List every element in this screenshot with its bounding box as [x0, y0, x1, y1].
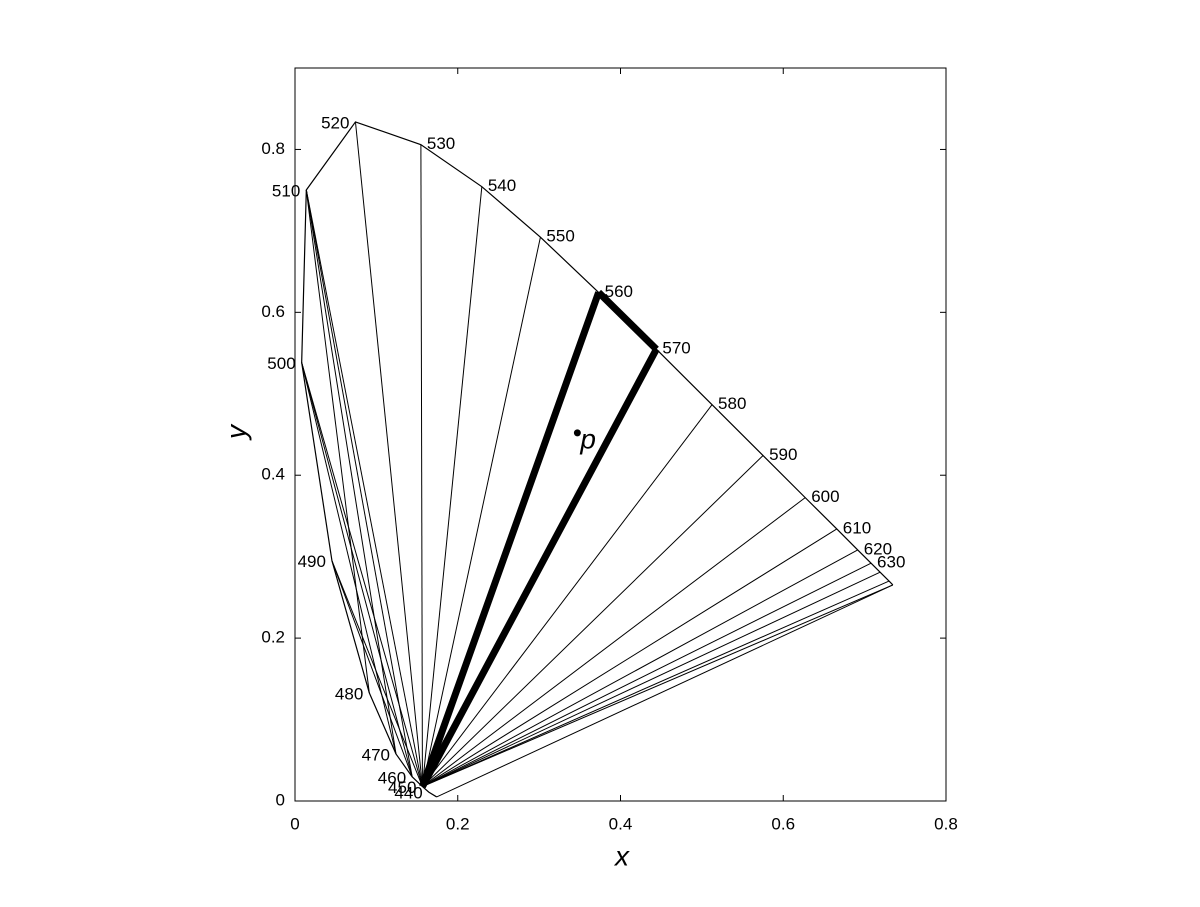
chord — [301, 362, 423, 787]
chord — [421, 186, 483, 787]
wavelength-label: 490 — [298, 552, 326, 571]
plot-frame — [294, 67, 947, 802]
chord — [422, 497, 806, 787]
chord — [422, 404, 713, 787]
chord — [422, 528, 838, 788]
point-label: p — [579, 423, 596, 454]
bold-chord — [419, 347, 660, 789]
y-tick-label: 0.2 — [261, 628, 285, 647]
chord — [421, 237, 541, 787]
wavelength-label: 500 — [267, 354, 295, 373]
chord — [422, 580, 890, 788]
y-tick-label: 0.8 — [261, 139, 285, 158]
x-tick-label: 0.4 — [609, 814, 633, 833]
y-tick-label: 0.4 — [261, 465, 285, 484]
x-tick-label: 0 — [290, 814, 299, 833]
purple-line — [436, 584, 894, 798]
chord — [305, 189, 413, 777]
wavelength-label: 460 — [378, 768, 406, 787]
wavelength-label: 540 — [488, 176, 516, 195]
chord — [301, 362, 397, 755]
wavelength-label: 600 — [811, 487, 839, 506]
x-tick-label: 0.8 — [934, 814, 958, 833]
chord — [420, 144, 423, 787]
y-tick-label: 0.6 — [261, 302, 285, 321]
bold-chord — [419, 291, 602, 788]
chord — [305, 189, 397, 755]
wavelength-label: 470 — [362, 745, 390, 764]
wavelength-label: 530 — [427, 134, 455, 153]
x-tick-label: 0.6 — [771, 814, 795, 833]
chord — [422, 562, 872, 788]
spectral-locus — [301, 121, 894, 798]
x-axis-label: x — [613, 840, 630, 871]
chord — [301, 362, 413, 777]
chord — [354, 121, 423, 787]
chord — [422, 455, 764, 787]
chord — [305, 189, 423, 787]
wavelength-label: 610 — [843, 518, 871, 537]
bold-locus — [596, 289, 659, 352]
wavelength-label: 480 — [335, 684, 363, 703]
chord — [305, 189, 370, 693]
point-marker — [573, 429, 581, 437]
wavelength-label: 580 — [718, 394, 746, 413]
wavelength-label: 550 — [546, 227, 574, 246]
y-tick-label: 0 — [276, 790, 285, 809]
y-axis-label: y — [220, 423, 251, 441]
chord — [422, 584, 894, 788]
chord — [331, 560, 413, 777]
wavelength-label: 570 — [662, 339, 690, 358]
chord — [422, 571, 881, 788]
wavelength-label: 440 — [394, 784, 422, 803]
wavelength-label: 520 — [321, 113, 349, 132]
wavelength-label: 630 — [877, 553, 905, 572]
wavelength-label: 590 — [769, 445, 797, 464]
chord — [422, 549, 858, 788]
chord — [331, 560, 423, 787]
x-tick-label: 0.2 — [446, 814, 470, 833]
wavelength-label: 450 — [388, 778, 416, 797]
wavelength-label: 560 — [605, 282, 633, 301]
wavelength-label: 620 — [864, 539, 892, 558]
wavelength-label: 510 — [272, 181, 300, 200]
